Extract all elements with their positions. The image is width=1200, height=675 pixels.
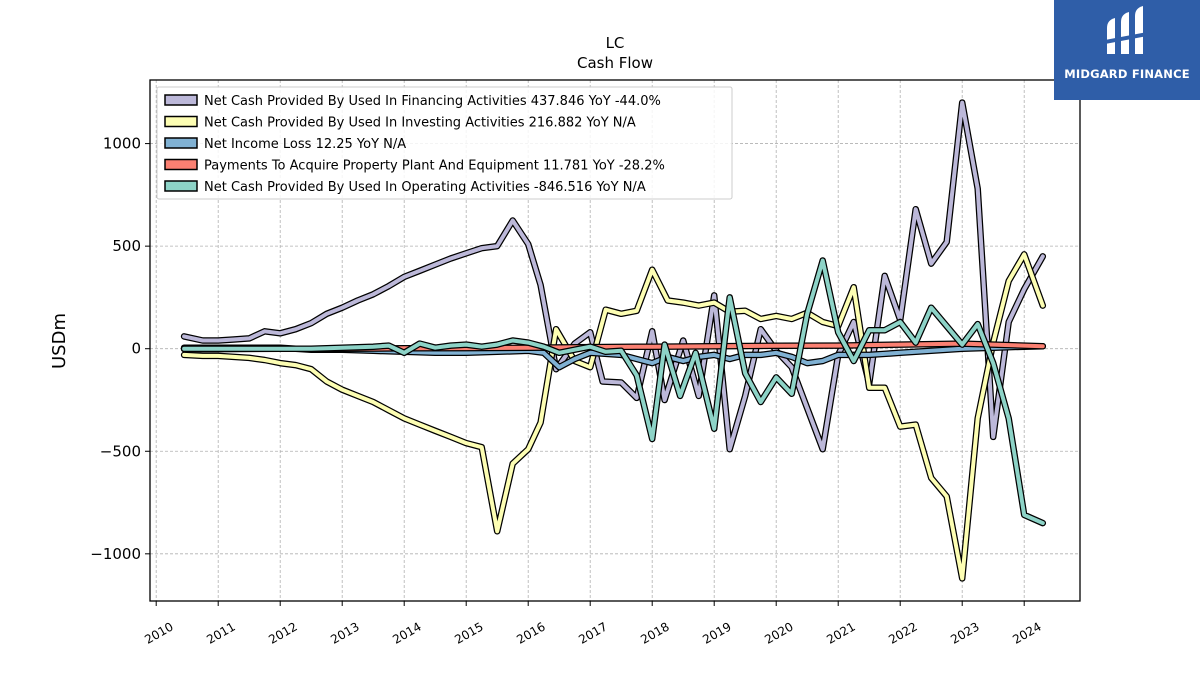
legend-item: Payments To Acquire Property Plant And E… (164, 158, 665, 174)
legend-label: Net Cash Provided By Used In Investing A… (204, 116, 636, 131)
series-line-5 (180, 257, 1047, 527)
legend-label: Net Cash Provided By Used In Financing A… (204, 94, 661, 109)
x-tick-label: 2015 (452, 619, 485, 646)
x-tick-label: 2016 (514, 619, 547, 646)
legend-swatch (164, 115, 198, 128)
x-tick-label: 2011 (204, 619, 237, 646)
legend-item: Net Cash Provided By Used In Investing A… (164, 115, 636, 131)
axis-ticks: 2010 2011 2012 2013 2014 2015 2016 2017 2018 2019… (90, 135, 1043, 647)
series-line-2 (180, 251, 1047, 582)
series-outline (180, 251, 1047, 582)
legend-swatch (164, 158, 198, 171)
y-tick-label: 1000 (103, 135, 141, 153)
legend-label: Net Cash Provided By Used In Operating A… (204, 180, 646, 195)
y-tick-label: 500 (112, 237, 141, 255)
x-tick-label: 2022 (886, 619, 919, 646)
x-tick-label: 2012 (266, 619, 299, 646)
legend-label: Payments To Acquire Property Plant And E… (204, 159, 665, 174)
midgard-logo-icon (1105, 6, 1147, 54)
series-stroke (182, 258, 1045, 526)
x-tick-label: 2017 (576, 619, 609, 646)
legend-box (156, 86, 733, 200)
y-tick-label: −500 (100, 442, 141, 460)
series-outline (180, 257, 1047, 527)
x-tick-label: 2014 (390, 619, 423, 646)
x-tick-label: 2021 (824, 619, 857, 646)
legend-item: Net Cash Provided By Used In Operating A… (164, 180, 646, 195)
y-tick-label: −1000 (90, 545, 141, 563)
x-tick-label: 2023 (948, 619, 981, 646)
legend-swatch (164, 137, 198, 149)
legend-swatch (164, 94, 198, 106)
x-tick-label: 2019 (700, 619, 733, 646)
logo-text: MIDGARD FINANCE (1064, 67, 1190, 81)
chart-title: LC (606, 34, 625, 52)
series-line-1 (180, 99, 1047, 453)
chart-subtitle: Cash Flow (577, 54, 653, 72)
series-stroke (182, 100, 1045, 452)
legend-item: Net Income Loss 12.25 YoY N/A (164, 137, 406, 152)
series-stroke (182, 252, 1045, 581)
legend: Net Cash Provided By Used In Financing A… (156, 86, 733, 200)
y-tick-label: 0 (131, 340, 141, 358)
legend-label: Net Income Loss 12.25 YoY N/A (204, 137, 406, 152)
series-lines (180, 99, 1047, 582)
plot-frame (149, 79, 1081, 602)
x-tick-label: 2018 (638, 619, 671, 646)
legend-item: Net Cash Provided By Used In Financing A… (164, 94, 661, 109)
midgard-finance-logo: MIDGARD FINANCE (1054, 0, 1200, 100)
x-tick-label: 2020 (762, 619, 795, 646)
legend-swatch (164, 180, 198, 192)
x-tick-label: 2013 (328, 619, 361, 646)
x-tick-label: 2024 (1010, 619, 1043, 646)
x-tick-label: 2010 (142, 619, 175, 646)
y-axis-label: USDm (49, 313, 70, 369)
